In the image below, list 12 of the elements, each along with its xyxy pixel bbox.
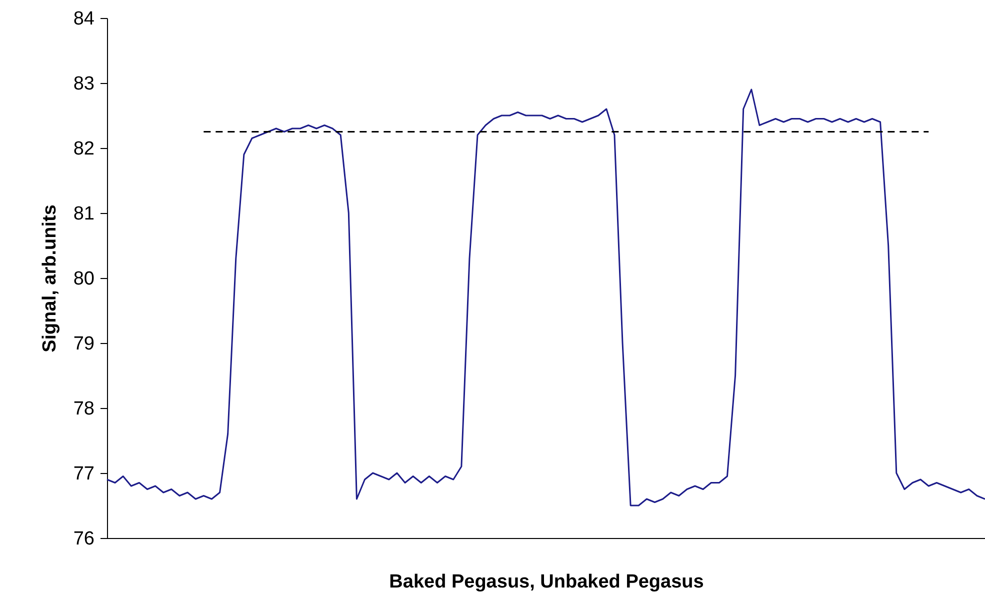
- y-tick-label: 79: [73, 334, 94, 354]
- y-tick-label: 76: [73, 528, 94, 550]
- y-tick-label: 81: [73, 204, 94, 224]
- y-tick-label: 80: [73, 268, 94, 290]
- y-tick-label: 77: [73, 464, 94, 484]
- x-axis-title: Baked Pegasus, Unbaked Pegasus: [389, 572, 704, 592]
- y-axis-title: Signal, arb.units: [39, 204, 60, 352]
- y-tick-label: 82: [73, 138, 94, 160]
- y-tick-label: 83: [73, 74, 94, 94]
- y-tick-label: 78: [73, 398, 94, 420]
- y-tick-label: 84: [73, 8, 95, 30]
- line-series: [106, 88, 985, 506]
